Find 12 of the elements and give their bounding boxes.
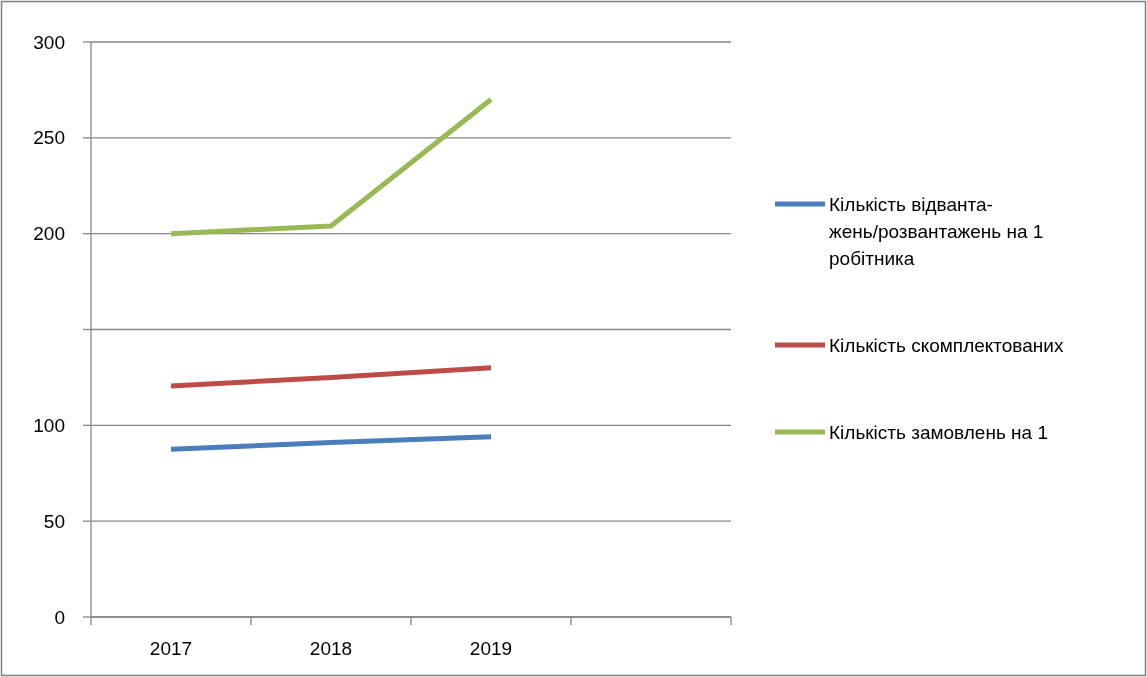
x-tick-label: 2019 [469,638,513,659]
y-tick-label: 250 [33,127,65,149]
x-tick-label: 2018 [309,638,353,659]
y-tick-label: 300 [33,31,65,53]
legend-label: Кількість відванта- жень/розвантажень на 1 робітника [829,193,1044,269]
y-tick-label: 50 [43,510,65,532]
legend-label: Кількість замовлень на 1 [829,421,1048,443]
x-tick-label: 2017 [149,638,193,659]
y-tick-label: 200 [33,223,65,245]
y-tick-label: 100 [33,414,65,436]
y-tick-label: 0 [54,606,65,628]
legend-label: Кількість скомплектованих [829,334,1064,356]
